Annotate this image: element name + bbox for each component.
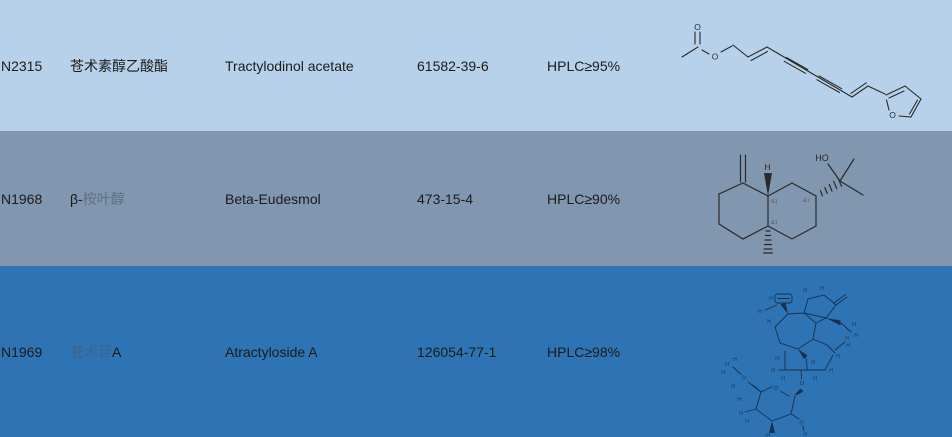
atom-label-h: H: [803, 288, 807, 294]
cas-number: 473-15-4: [417, 190, 474, 207]
english-name: Beta-Eudesmol: [225, 190, 321, 207]
structure-image-tractylodinol-acetate: O O O: [655, 0, 952, 131]
structure-image-beta-eudesmol: H HO &1 &1 &1: [655, 131, 952, 266]
atom-label-o: O: [712, 52, 719, 62]
chinese-name: 苍术苷A: [70, 342, 225, 362]
atom-label-h: H: [758, 309, 762, 315]
atom-label-o: O: [889, 110, 896, 120]
atom-label-h: H: [733, 357, 737, 363]
atom-label-h: H: [721, 370, 725, 376]
atom-label-h: H: [766, 433, 770, 437]
atom-label-h: H: [813, 376, 817, 382]
chinese-name: 苍术素醇乙酸酯: [70, 56, 225, 76]
atom-label-h: H: [852, 322, 856, 328]
stereo-label: &1: [771, 220, 778, 226]
molecule-drawing: O O O: [681, 22, 922, 120]
catalog-id: N2315: [1, 57, 43, 74]
structure-image-atractyloside-a: O O O O H H H H H H H H H H H H H H H H: [655, 266, 952, 437]
molecule-drawing: O O O O H H H H H H H H H H H H H H H H: [721, 286, 858, 437]
table-row[interactable]: N1969 苍术苷A Atractyloside A 126054-77-1 H…: [0, 266, 952, 437]
atom-label-h: H: [811, 360, 815, 366]
atom-label-h: H: [745, 419, 749, 425]
atom-label-o: O: [694, 22, 701, 32]
wedge-bond: [798, 349, 808, 359]
atom-label-h: H: [767, 319, 771, 325]
wedge-bond: [780, 302, 788, 314]
english-name: Tractylodinol acetate: [225, 57, 354, 74]
wedge-bond: [769, 421, 775, 433]
wedge-bond: [795, 388, 804, 396]
table-row[interactable]: N1968 β-桉叶醇 Beta-Eudesmol 473-15-4 HPLC≥…: [0, 131, 952, 266]
purity-spec: HPLC≥90%: [547, 190, 621, 207]
chinese-name-text: 苍术素醇乙酸酯: [70, 57, 168, 74]
atom-label-h: H: [771, 368, 775, 374]
chinese-name: β-桉叶醇: [70, 189, 225, 209]
stereo-label: &1: [771, 199, 778, 205]
atom-label-o: O: [774, 386, 779, 392]
chinese-name-prefix: β-: [70, 190, 83, 207]
stereo-label: &1: [803, 198, 810, 204]
catalog-id: N1969: [1, 343, 43, 360]
purity-spec: HPLC≥95%: [547, 57, 621, 74]
chinese-name-text: 桉叶醇: [82, 190, 125, 207]
atom-label-h: H: [820, 286, 824, 292]
atom-label-h: H: [829, 368, 833, 374]
atom-label-h: H: [836, 354, 840, 360]
catalog-id: N1968: [1, 190, 43, 207]
atom-label-o: O: [799, 421, 804, 427]
atom-label-h: H: [764, 162, 770, 172]
atom-label-h: H: [725, 362, 729, 368]
atom-label-h: H: [781, 376, 785, 382]
atom-label-h: H: [845, 336, 849, 342]
atom-label-h: H: [737, 397, 741, 403]
purity-spec: HPLC≥98%: [547, 343, 621, 360]
chinese-name-text: 苍术苷: [70, 343, 112, 360]
atom-label-h: H: [731, 384, 735, 390]
atom-label-h: H: [854, 333, 858, 339]
atom-label-o: O: [742, 376, 747, 382]
wedge-bond: [826, 318, 841, 326]
chinese-name-suffix: A: [112, 343, 122, 360]
atom-label-h: H: [769, 296, 773, 302]
atom-label-ho: HO: [815, 153, 829, 163]
wedge-bond: [764, 173, 772, 196]
atom-label-h: H: [803, 432, 807, 437]
atom-label-o: O: [800, 381, 805, 387]
atom-label-h: H: [739, 411, 743, 417]
molecule-drawing: H HO &1 &1 &1: [718, 153, 864, 254]
cas-number: 126054-77-1: [417, 343, 497, 360]
cas-number: 61582-39-6: [417, 57, 489, 74]
english-name: Atractyloside A: [225, 343, 318, 360]
atom-label-h: H: [846, 343, 850, 349]
atom-label-h: H: [775, 356, 779, 362]
table-row[interactable]: N2315 苍术素醇乙酸酯 Tractylodinol acetate 6158…: [0, 0, 952, 131]
